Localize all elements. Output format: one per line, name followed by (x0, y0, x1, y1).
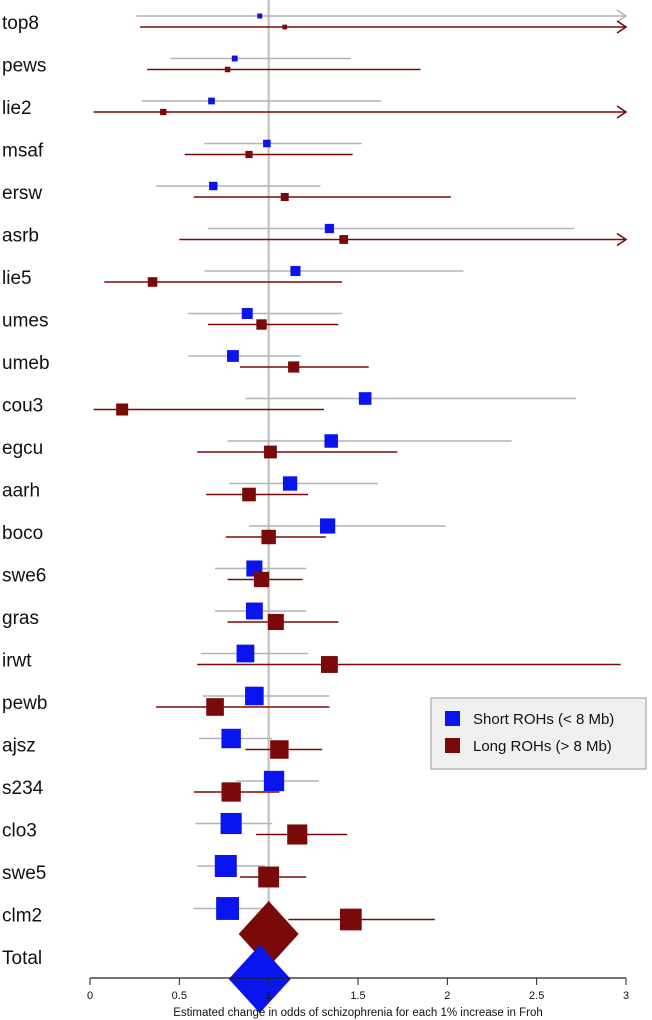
short-roh-point (227, 350, 239, 362)
legend-swatch-short (445, 711, 460, 726)
short-roh-point (358, 392, 372, 405)
study-label: lie2 (2, 98, 32, 119)
long-roh-point (339, 908, 362, 931)
study-label: boco (2, 523, 43, 544)
study-label: swe5 (2, 863, 46, 884)
study-label: pews (2, 56, 46, 77)
long-roh-point (320, 656, 338, 673)
legend-label-long: Long ROHs (> 8 Mb) (473, 738, 612, 755)
short-roh-point (257, 13, 263, 19)
long-roh-point (264, 445, 277, 459)
short-roh-point (245, 686, 264, 706)
study-label: asrb (2, 226, 39, 247)
x-tick-label: 0.5 (172, 990, 187, 1002)
long-roh-ci-arrowhead (616, 105, 628, 119)
long-roh-point (258, 866, 280, 888)
short-roh-point (263, 770, 285, 792)
short-roh-point (241, 308, 253, 319)
long-roh-point (253, 571, 270, 588)
study-label: swe6 (2, 566, 46, 587)
long-roh-point (245, 150, 253, 159)
point-estimates-group (116, 13, 372, 1013)
short-roh-point (324, 434, 338, 448)
total-long-diamond (238, 901, 299, 967)
long-roh-point (224, 66, 231, 73)
study-label: top8 (2, 13, 39, 34)
study-label: gras (2, 608, 39, 629)
long-roh-point (287, 824, 308, 845)
short-roh-point (324, 223, 335, 234)
study-label: aarh (2, 481, 40, 502)
short-roh-point (245, 602, 263, 620)
x-tick-label: 2 (444, 990, 450, 1002)
short-roh-point (214, 855, 237, 877)
study-label: ajsz (2, 736, 36, 757)
short-roh-point (263, 139, 271, 148)
short-roh-point (320, 518, 336, 534)
study-label: umes (2, 311, 48, 332)
study-label: irwt (2, 651, 32, 672)
long-roh-point (160, 108, 167, 116)
short-roh-point (208, 97, 215, 105)
short-roh-point (282, 476, 298, 491)
long-roh-point (256, 319, 267, 330)
study-label: clo3 (2, 821, 37, 842)
short-roh-ci-arrowhead (616, 9, 628, 23)
long-roh-point (206, 698, 224, 716)
short-roh-point (231, 55, 238, 62)
legend-box (430, 697, 647, 770)
legend: Short ROHs (< 8 Mb) Long ROHs (> 8 Mb) (430, 697, 647, 770)
study-label: cou3 (2, 396, 43, 417)
study-label: s234 (2, 778, 44, 799)
x-tick-label: 1.5 (350, 990, 365, 1002)
total-short-diamond (228, 945, 291, 1013)
x-tick-label: 2.5 (529, 990, 544, 1002)
long-roh-point (267, 613, 284, 631)
study-label: clm2 (2, 906, 42, 927)
long-roh-point (221, 782, 241, 802)
long-roh-point (339, 235, 349, 244)
study-label: ersw (2, 183, 42, 204)
short-roh-point (216, 897, 239, 920)
study-label: msaf (2, 141, 44, 162)
long-roh-point (147, 277, 158, 287)
long-roh-point (280, 193, 289, 201)
long-roh-point (261, 529, 276, 545)
x-tick-label: 1 (266, 990, 272, 1002)
study-label: egcu (2, 438, 43, 459)
long-roh-point (270, 740, 289, 759)
x-tick-label: 0 (87, 990, 93, 1002)
long-roh-point (282, 24, 288, 30)
total-label: Total (2, 948, 42, 969)
x-axis: 0 0.5 1 1.5 2 2.5 3 Estimated change in odds of… (87, 977, 629, 1019)
short-roh-point (290, 265, 301, 277)
x-axis-title: Estimated change in odds of schizophreni… (173, 1007, 543, 1019)
study-labels-group: top8 pews lie2 msaf ersw asrb lie5 umes umeb cou3… (2, 13, 50, 969)
short-roh-point (220, 812, 242, 835)
long-roh-point (116, 403, 129, 416)
long-roh-ci-arrowhead (616, 20, 628, 34)
long-roh-point (288, 361, 300, 373)
short-roh-point (209, 181, 218, 191)
study-label: pewb (2, 693, 47, 714)
long-roh-point (242, 487, 256, 502)
short-roh-point (221, 728, 241, 749)
study-label: lie5 (2, 268, 32, 289)
long-roh-ci-arrowhead (616, 232, 628, 247)
legend-swatch-long (445, 738, 460, 753)
short-roh-point (236, 644, 255, 663)
x-tick-label: 3 (623, 990, 629, 1002)
confidence-intervals-group (93, 9, 628, 921)
study-label: umeb (2, 353, 50, 374)
legend-label-short: Short ROHs (< 8 Mb) (473, 711, 614, 728)
